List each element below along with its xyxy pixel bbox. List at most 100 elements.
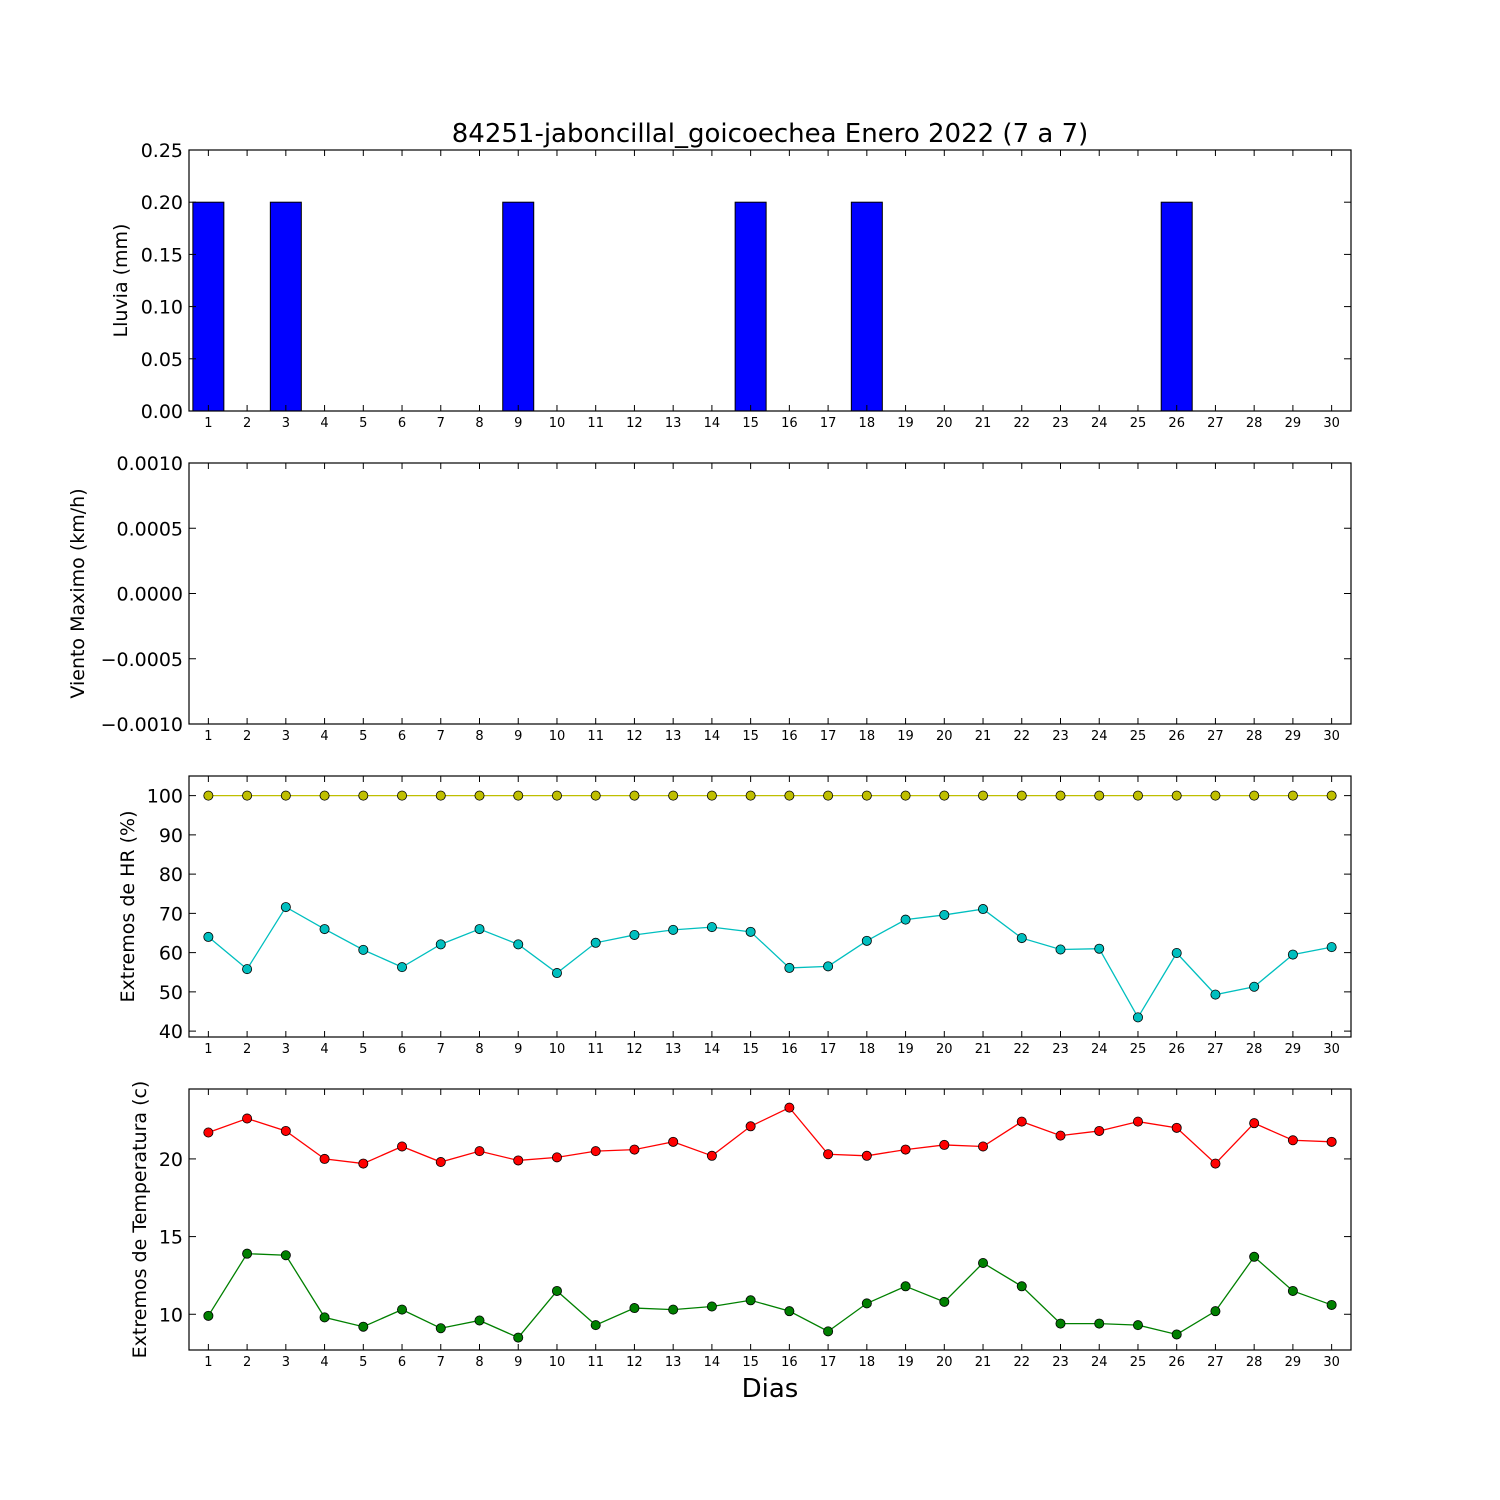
data-point-s2-day-27 bbox=[1210, 1306, 1221, 1317]
y-tick-label: 0.0010 bbox=[117, 453, 183, 475]
axes-frame bbox=[188, 149, 1352, 412]
data-point-s2-day-21 bbox=[978, 904, 989, 915]
x-tick-label: 25 bbox=[1130, 1042, 1147, 1057]
y-tick-label: 0.15 bbox=[141, 244, 183, 266]
x-tick-label: 1 bbox=[204, 1042, 212, 1057]
series-line-1 bbox=[208, 1106, 1332, 1165]
y-tick-label: 20 bbox=[159, 1149, 183, 1171]
x-tick-label: 20 bbox=[936, 1042, 953, 1057]
x-tick-label: 2 bbox=[243, 416, 251, 431]
x-tick-label: 15 bbox=[742, 729, 759, 744]
chart-panel-4: 1 2 3 4 5 6 7 8 9 10 11 12 13 14 15 16 17 18 19 20 21 22 23 24 2… bbox=[129, 1081, 1352, 1404]
data-point-s1-day-28 bbox=[1249, 1118, 1260, 1129]
data-point-s2-day-1 bbox=[203, 931, 214, 942]
x-tick-label: 5 bbox=[359, 416, 367, 431]
x-tick-label: 26 bbox=[1168, 416, 1185, 431]
x-tick-label: 28 bbox=[1246, 1355, 1263, 1370]
x-tick-label: 2 bbox=[243, 1355, 251, 1370]
data-point-s1-day-12 bbox=[629, 790, 640, 801]
data-point-s2-day-19 bbox=[900, 914, 911, 925]
data-point-s1-day-12 bbox=[629, 1144, 640, 1155]
x-tick-label: 26 bbox=[1168, 1355, 1185, 1370]
chart-panel-1: 1 2 3 4 5 6 7 8 9 10 11 12 13 14 15 16 17 18 19 20 21 22 23 24 2… bbox=[110, 119, 1352, 431]
x-tick-label: 21 bbox=[975, 729, 992, 744]
x-tick-label: 16 bbox=[781, 1042, 798, 1057]
x-tick-label: 11 bbox=[587, 1042, 604, 1057]
bar-day-18 bbox=[850, 201, 883, 412]
data-point-s1-day-29 bbox=[1287, 1135, 1298, 1146]
data-point-s2-day-16 bbox=[784, 1306, 795, 1317]
chart-title: 84251-jaboncillal_goicoechea Enero 2022 … bbox=[452, 119, 1089, 149]
y-tick-label: 0.0005 bbox=[117, 518, 183, 540]
data-point-s2-day-6 bbox=[397, 962, 408, 973]
data-point-s2-day-5 bbox=[358, 944, 369, 955]
x-tick-label: 24 bbox=[1091, 729, 1108, 744]
data-point-s1-day-9 bbox=[513, 790, 524, 801]
x-tick-label: 16 bbox=[781, 416, 798, 431]
x-tick-label: 10 bbox=[549, 1042, 566, 1057]
data-point-s2-day-13 bbox=[668, 924, 679, 935]
data-point-s1-day-6 bbox=[397, 790, 408, 801]
data-point-s1-day-20 bbox=[939, 1139, 950, 1150]
data-point-s2-day-26 bbox=[1171, 1329, 1182, 1340]
data-point-s2-day-26 bbox=[1171, 948, 1182, 959]
x-tick-label: 17 bbox=[820, 416, 837, 431]
x-tick-label: 17 bbox=[820, 1042, 837, 1057]
y-tick-label: 0.00 bbox=[141, 401, 183, 423]
data-point-s1-day-15 bbox=[745, 790, 756, 801]
data-point-s2-day-28 bbox=[1249, 981, 1260, 992]
x-tick-label: 28 bbox=[1246, 416, 1263, 431]
data-point-s2-day-7 bbox=[435, 1323, 446, 1334]
data-point-s2-day-15 bbox=[745, 926, 756, 937]
data-point-s2-day-21 bbox=[978, 1258, 989, 1269]
data-point-s1-day-10 bbox=[551, 790, 562, 801]
data-point-s2-day-18 bbox=[861, 935, 872, 946]
data-point-s1-day-16 bbox=[784, 790, 795, 801]
data-point-s1-day-1 bbox=[203, 1127, 214, 1138]
x-tick-label: 7 bbox=[437, 416, 445, 431]
x-tick-label: 19 bbox=[897, 729, 914, 744]
x-tick-label: 6 bbox=[398, 1042, 406, 1057]
x-tick-label: 22 bbox=[1013, 1042, 1030, 1057]
x-tick-label: 18 bbox=[859, 416, 876, 431]
data-point-s1-day-20 bbox=[939, 790, 950, 801]
x-tick-label: 29 bbox=[1285, 1042, 1302, 1057]
x-tick-label: 14 bbox=[704, 416, 721, 431]
data-point-s2-day-12 bbox=[629, 1303, 640, 1314]
data-point-s1-day-11 bbox=[590, 1146, 601, 1157]
data-point-s1-day-4 bbox=[319, 790, 330, 801]
data-point-s1-day-18 bbox=[861, 790, 872, 801]
data-point-s1-day-21 bbox=[978, 790, 989, 801]
data-point-s2-day-3 bbox=[280, 1250, 291, 1261]
x-tick-label: 23 bbox=[1052, 1042, 1069, 1057]
x-tick-label: 26 bbox=[1168, 729, 1185, 744]
x-tick-label: 2 bbox=[243, 1042, 251, 1057]
x-tick-label: 5 bbox=[359, 1042, 367, 1057]
axes-frame bbox=[188, 462, 1352, 725]
data-point-s1-day-23 bbox=[1055, 790, 1066, 801]
x-tick-label: 9 bbox=[514, 729, 522, 744]
data-point-s2-day-25 bbox=[1132, 1012, 1143, 1023]
data-point-s2-day-15 bbox=[745, 1295, 756, 1306]
x-tick-label: 19 bbox=[897, 1042, 914, 1057]
x-tick-label: 30 bbox=[1323, 1042, 1340, 1057]
data-point-s2-day-20 bbox=[939, 909, 950, 920]
x-tick-label: 23 bbox=[1052, 729, 1069, 744]
x-tick-label: 12 bbox=[626, 416, 643, 431]
bar-day-15 bbox=[734, 201, 767, 412]
data-point-s1-day-17 bbox=[823, 1149, 834, 1160]
x-tick-label: 11 bbox=[587, 1355, 604, 1370]
x-tick-label: 12 bbox=[626, 729, 643, 744]
data-point-s1-day-2 bbox=[242, 1113, 253, 1124]
x-tick-label: 30 bbox=[1323, 1355, 1340, 1370]
data-point-s2-day-2 bbox=[242, 964, 253, 975]
y-tick-label: 80 bbox=[159, 864, 183, 886]
y-axis-label: Viento Maximo (km/h) bbox=[67, 488, 89, 698]
data-point-s2-day-2 bbox=[242, 1248, 253, 1259]
data-point-s2-day-10 bbox=[551, 968, 562, 979]
bar-day-3 bbox=[269, 201, 302, 412]
x-tick-label: 1 bbox=[204, 416, 212, 431]
data-point-s2-day-11 bbox=[590, 937, 601, 948]
x-tick-label: 3 bbox=[282, 729, 290, 744]
x-tick-label: 8 bbox=[475, 729, 483, 744]
